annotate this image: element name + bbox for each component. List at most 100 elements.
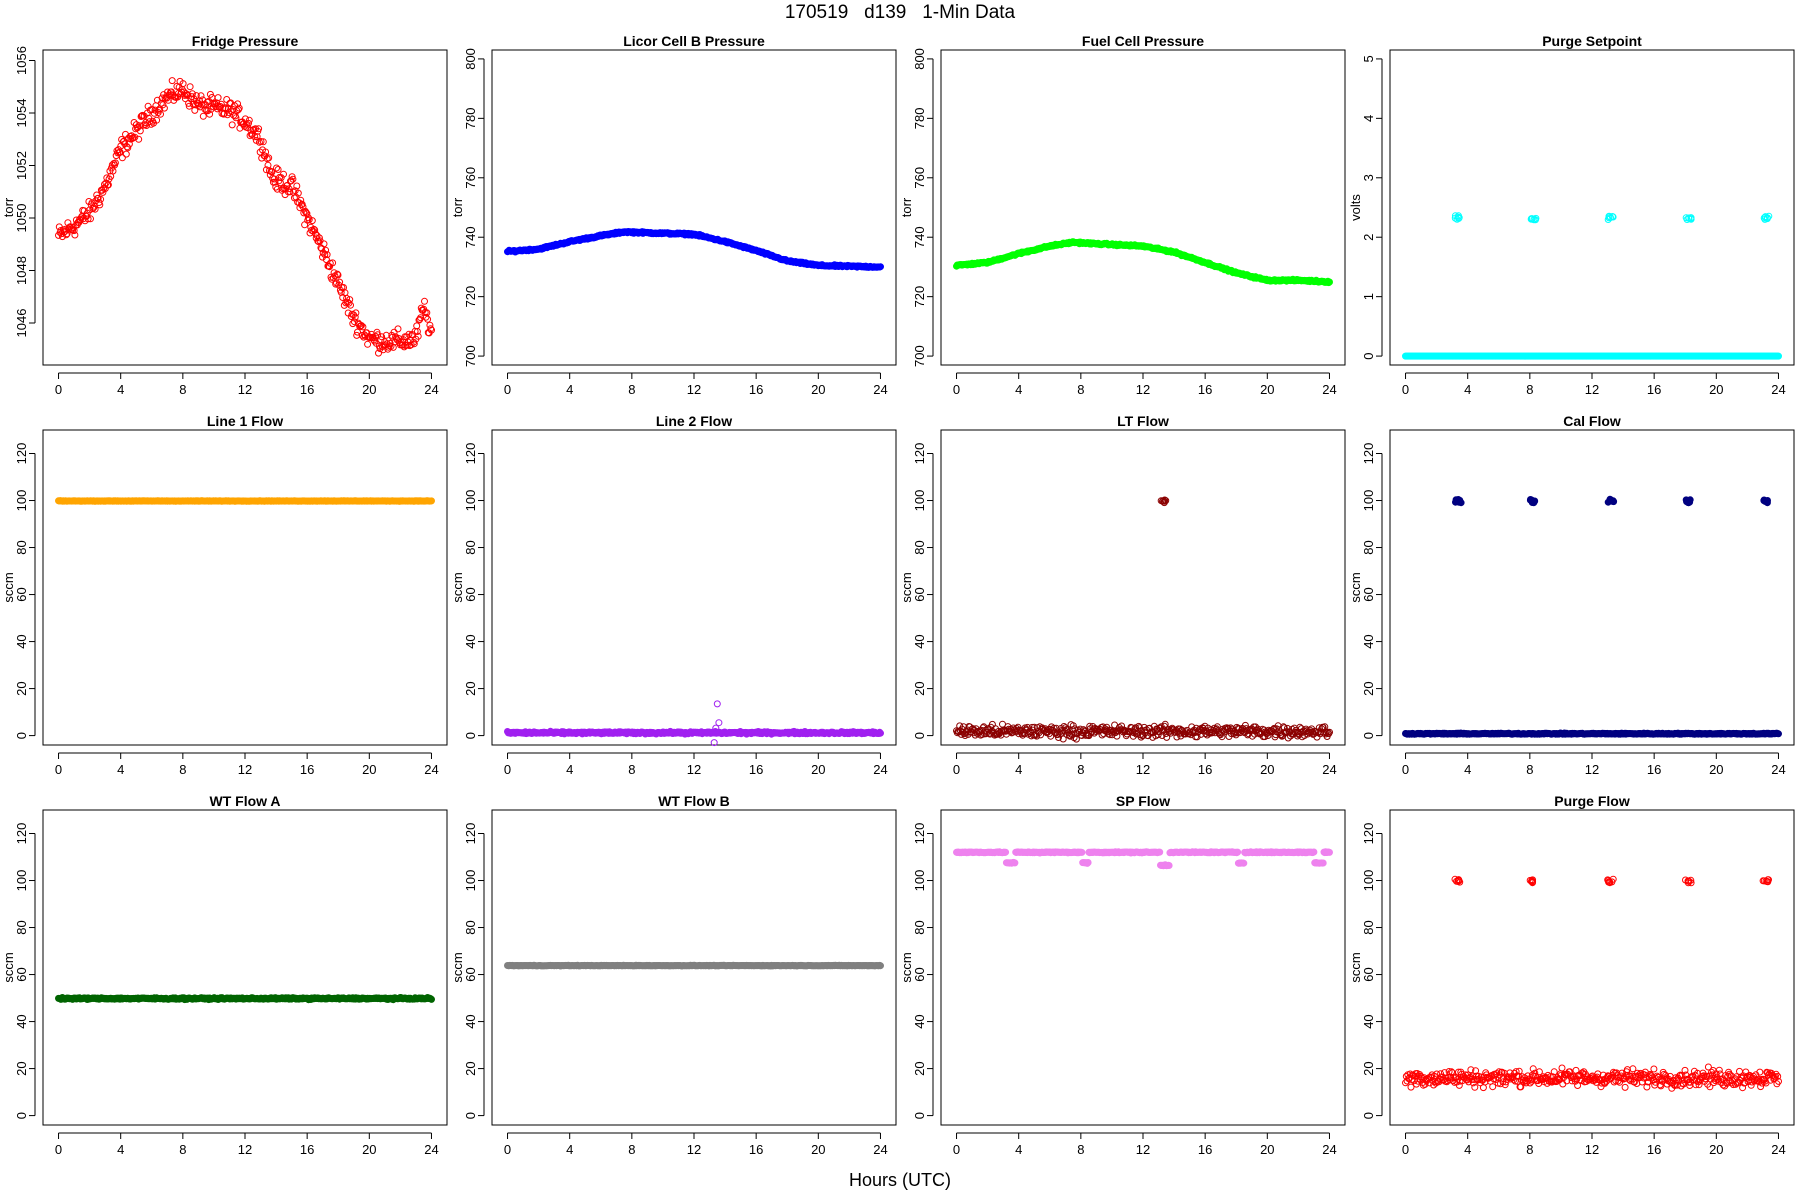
- data-points: [55, 77, 435, 357]
- data-point: [62, 231, 70, 239]
- y-tick-label: 5: [1361, 55, 1376, 62]
- x-tick-label: 24: [1322, 762, 1336, 777]
- data-point: [394, 325, 402, 333]
- data-point: [305, 216, 313, 224]
- y-tick-label: 120: [463, 823, 478, 845]
- y-tick-label: 60: [463, 587, 478, 601]
- data-point: [405, 330, 413, 338]
- data-point: [345, 299, 353, 307]
- x-tick-label: 0: [504, 382, 511, 397]
- y-tick-label: 20: [14, 681, 29, 695]
- data-point: [1775, 352, 1782, 360]
- x-tick-label: 4: [566, 382, 573, 397]
- data-point: [1775, 730, 1782, 738]
- y-tick-label: 100: [14, 490, 29, 512]
- x-tick-label: 0: [1402, 762, 1409, 777]
- data-point: [274, 166, 282, 173]
- data-point: [356, 323, 364, 331]
- x-tick-label: 16: [1198, 382, 1212, 397]
- y-axis-label: volts: [1348, 194, 1363, 221]
- panel-title: Line 1 Flow: [207, 413, 283, 429]
- x-tick-label: 0: [1402, 382, 1409, 397]
- y-tick-label: 1050: [14, 204, 29, 233]
- data-point: [276, 179, 284, 187]
- x-tick-label: 0: [504, 1142, 511, 1157]
- data-points: [55, 497, 435, 505]
- data-point: [713, 700, 721, 708]
- y-tick-label: 100: [463, 870, 478, 892]
- panel-title: Cal Flow: [1563, 413, 1621, 429]
- data-point: [413, 322, 421, 330]
- figure-title: 170519 d139 1-Min Data: [784, 2, 1016, 23]
- y-tick-label: 4: [1361, 115, 1376, 122]
- x-tick-label: 8: [179, 762, 186, 777]
- x-tick-label: 0: [55, 762, 62, 777]
- data-point: [101, 180, 108, 188]
- y-tick-label: 20: [463, 681, 478, 695]
- plot-frame: [42, 49, 448, 366]
- data-point: [413, 328, 421, 335]
- y-tick-label: 1052: [14, 151, 29, 180]
- x-tick-label: 12: [1136, 382, 1150, 397]
- x-tick-label: 16: [300, 762, 314, 777]
- data-point: [1763, 499, 1771, 507]
- y-tick-label: 760: [463, 167, 478, 189]
- data-point: [262, 148, 270, 156]
- data-point: [419, 306, 427, 314]
- data-point: [160, 104, 168, 112]
- x-tick-label: 20: [362, 382, 376, 397]
- data-point: [119, 138, 127, 146]
- data-point: [371, 337, 379, 345]
- y-tick-label: 800: [912, 48, 927, 70]
- data-point: [287, 177, 295, 185]
- data-point: [130, 119, 138, 126]
- x-tick-label: 8: [628, 382, 635, 397]
- data-point: [265, 154, 273, 162]
- plot-frame: [940, 49, 1346, 366]
- data-point: [426, 321, 434, 329]
- x-tick-label: 16: [1647, 762, 1661, 777]
- data-point: [320, 240, 328, 248]
- data-point: [87, 215, 94, 223]
- y-tick-label: 0: [14, 1112, 29, 1119]
- data-points: [504, 228, 884, 271]
- data-point: [374, 331, 382, 339]
- y-tick-label: 60: [14, 587, 29, 601]
- data-point: [235, 104, 243, 112]
- y-tick-label: 40: [463, 634, 478, 648]
- y-tick-label: 2: [1361, 234, 1376, 241]
- data-point: [221, 104, 229, 112]
- data-point: [93, 191, 101, 199]
- x-tick-label: 20: [1260, 762, 1274, 777]
- data-point: [148, 105, 156, 113]
- data-point: [422, 313, 430, 321]
- y-tick-label: 0: [912, 732, 927, 739]
- panel-title: Fridge Pressure: [192, 33, 299, 49]
- y-axis-label: torr: [450, 197, 465, 217]
- plot-frame: [1389, 429, 1795, 746]
- y-tick-label: 1048: [14, 256, 29, 285]
- x-tick-label: 4: [566, 1142, 573, 1157]
- data-point: [97, 195, 105, 203]
- x-tick-label: 0: [953, 762, 960, 777]
- y-tick-label: 780: [463, 107, 478, 129]
- y-tick-label: 80: [463, 920, 478, 934]
- data-point: [333, 279, 340, 287]
- y-tick-label: 800: [463, 48, 478, 70]
- data-points: [953, 496, 1333, 743]
- y-tick-label: 3: [1361, 174, 1376, 181]
- x-tick-label: 12: [238, 762, 252, 777]
- data-point: [217, 100, 225, 108]
- x-tick-label: 16: [749, 1142, 763, 1157]
- x-tick-label: 4: [1015, 762, 1022, 777]
- data-point: [289, 175, 297, 183]
- x-tick-label: 12: [1585, 762, 1599, 777]
- data-point: [330, 269, 338, 277]
- data-point: [1607, 496, 1614, 504]
- y-tick-label: 0: [463, 1112, 478, 1119]
